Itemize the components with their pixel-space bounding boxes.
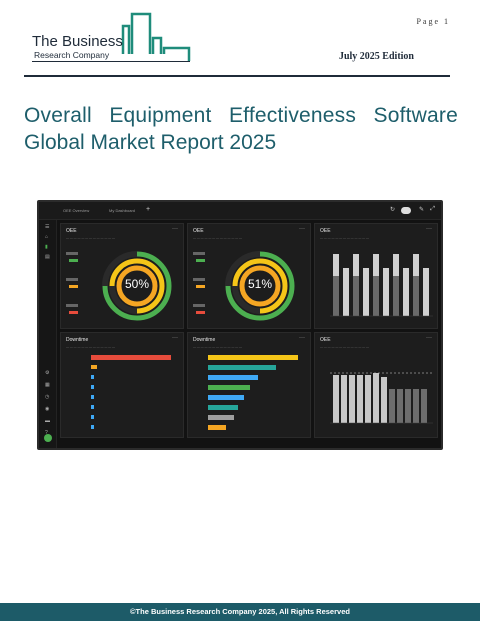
grid-icon: ▦ <box>45 382 50 388</box>
logo-name: The Business <box>32 33 123 50</box>
card-title: OEE <box>320 337 331 343</box>
more-icon: ··· <box>299 226 305 232</box>
settings-icon: ⚙ <box>45 370 50 376</box>
clock-icon: ◷ <box>45 394 50 400</box>
dashboard-tab-1: OEE Overview <box>63 208 90 213</box>
gauge-2 <box>193 251 295 321</box>
card-subtitle: — — — — — — — — — — — — — <box>320 236 370 240</box>
card-title: OEE <box>66 228 77 234</box>
card-subtitle: — — — — — — — — — — — — — <box>193 345 243 349</box>
downtime-bars-2 <box>208 355 298 430</box>
expand-icon: ⤢ <box>430 206 435 212</box>
dashboard-screenshot: OEE Overview My Dashboard + ↻ ✎ ⤢ ☰ ⌂ ▮ … <box>37 200 443 450</box>
more-icon: ··· <box>426 226 432 232</box>
card-title: Downtime <box>193 337 216 343</box>
add-tab-icon: + <box>146 206 151 213</box>
history-bar-chart <box>330 372 433 424</box>
user-icon: ◉ <box>45 406 50 412</box>
stacked-bar-chart <box>330 254 433 317</box>
card-title: OEE <box>320 228 331 234</box>
gauge-1 <box>66 251 172 321</box>
card-title: OEE <box>193 228 204 234</box>
copyright-footer: ©The Business Research Company 2025, All… <box>0 603 480 621</box>
card-title: Downtime <box>66 337 89 343</box>
card-subtitle: — — — — — — — — — — — — — <box>320 345 370 349</box>
edition-label: July 2025 Edition <box>338 51 414 62</box>
logo-skyline-icon <box>121 12 191 61</box>
oee-bar-card: OEE ··· — — — — — — — — — — — — — <box>314 223 438 329</box>
company-logo: The Business Research Company <box>28 12 193 64</box>
header-rule <box>24 75 450 77</box>
oee-history-card: OEE ··· — — — — — — — — — — — — — <box>314 332 438 438</box>
dashboard-tab-2: My Dashboard <box>109 208 136 213</box>
more-icon: ··· <box>299 335 305 341</box>
refresh-icon: ↻ <box>389 207 395 213</box>
downtime-card-2: Downtime ··· — — — — — — — — — — — — — <box>187 332 311 438</box>
oee-gauge-card-2: OEE ··· — — — — — — — — — — — — — 51% <box>187 223 311 329</box>
gauge-1-value: 50% <box>124 277 150 291</box>
chart-icon: ▮ <box>45 244 48 250</box>
dashboard-topbar: OEE Overview My Dashboard + ↻ ✎ ⤢ <box>39 202 441 220</box>
logo-underline <box>32 61 190 62</box>
card-subtitle: — — — — — — — — — — — — — <box>66 236 116 240</box>
menu-icon: ☰ <box>45 224 50 230</box>
downtime-card-1: Downtime ··· — — — — — — — — — — — — — <box>60 332 184 438</box>
downtime-bars-1 <box>91 355 171 429</box>
more-icon: ··· <box>426 335 432 341</box>
home-icon: ⌂ <box>45 234 49 240</box>
chat-icon: ▬ <box>45 418 50 424</box>
doc-icon: ▤ <box>45 254 50 260</box>
oee-gauge-card-1: OEE ··· — — — — — — — — — — — — — 50% <box>60 223 184 329</box>
logo-subname: Research Company <box>34 50 110 60</box>
report-title-line-1: Overall Equipment Effectiveness Software <box>24 104 458 127</box>
card-subtitle: — — — — — — — — — — — — — <box>66 345 116 349</box>
status-icon <box>44 434 52 442</box>
gauge-2-value: 51% <box>247 277 273 291</box>
dashboard-sidebar: ☰ ⌂ ▮ ▤ ⚙ ▦ ◷ ◉ ▬ ? <box>39 220 57 448</box>
card-subtitle: — — — — — — — — — — — — — <box>193 236 243 240</box>
page-number: Page 1 <box>416 17 450 26</box>
more-icon: ··· <box>172 335 178 341</box>
report-title-line-2: Global Market Report 2025 <box>24 131 277 154</box>
edit-icon: ✎ <box>418 207 424 213</box>
theme-toggle <box>401 207 411 214</box>
help-icon: ? <box>45 430 48 436</box>
more-icon: ··· <box>172 226 178 232</box>
